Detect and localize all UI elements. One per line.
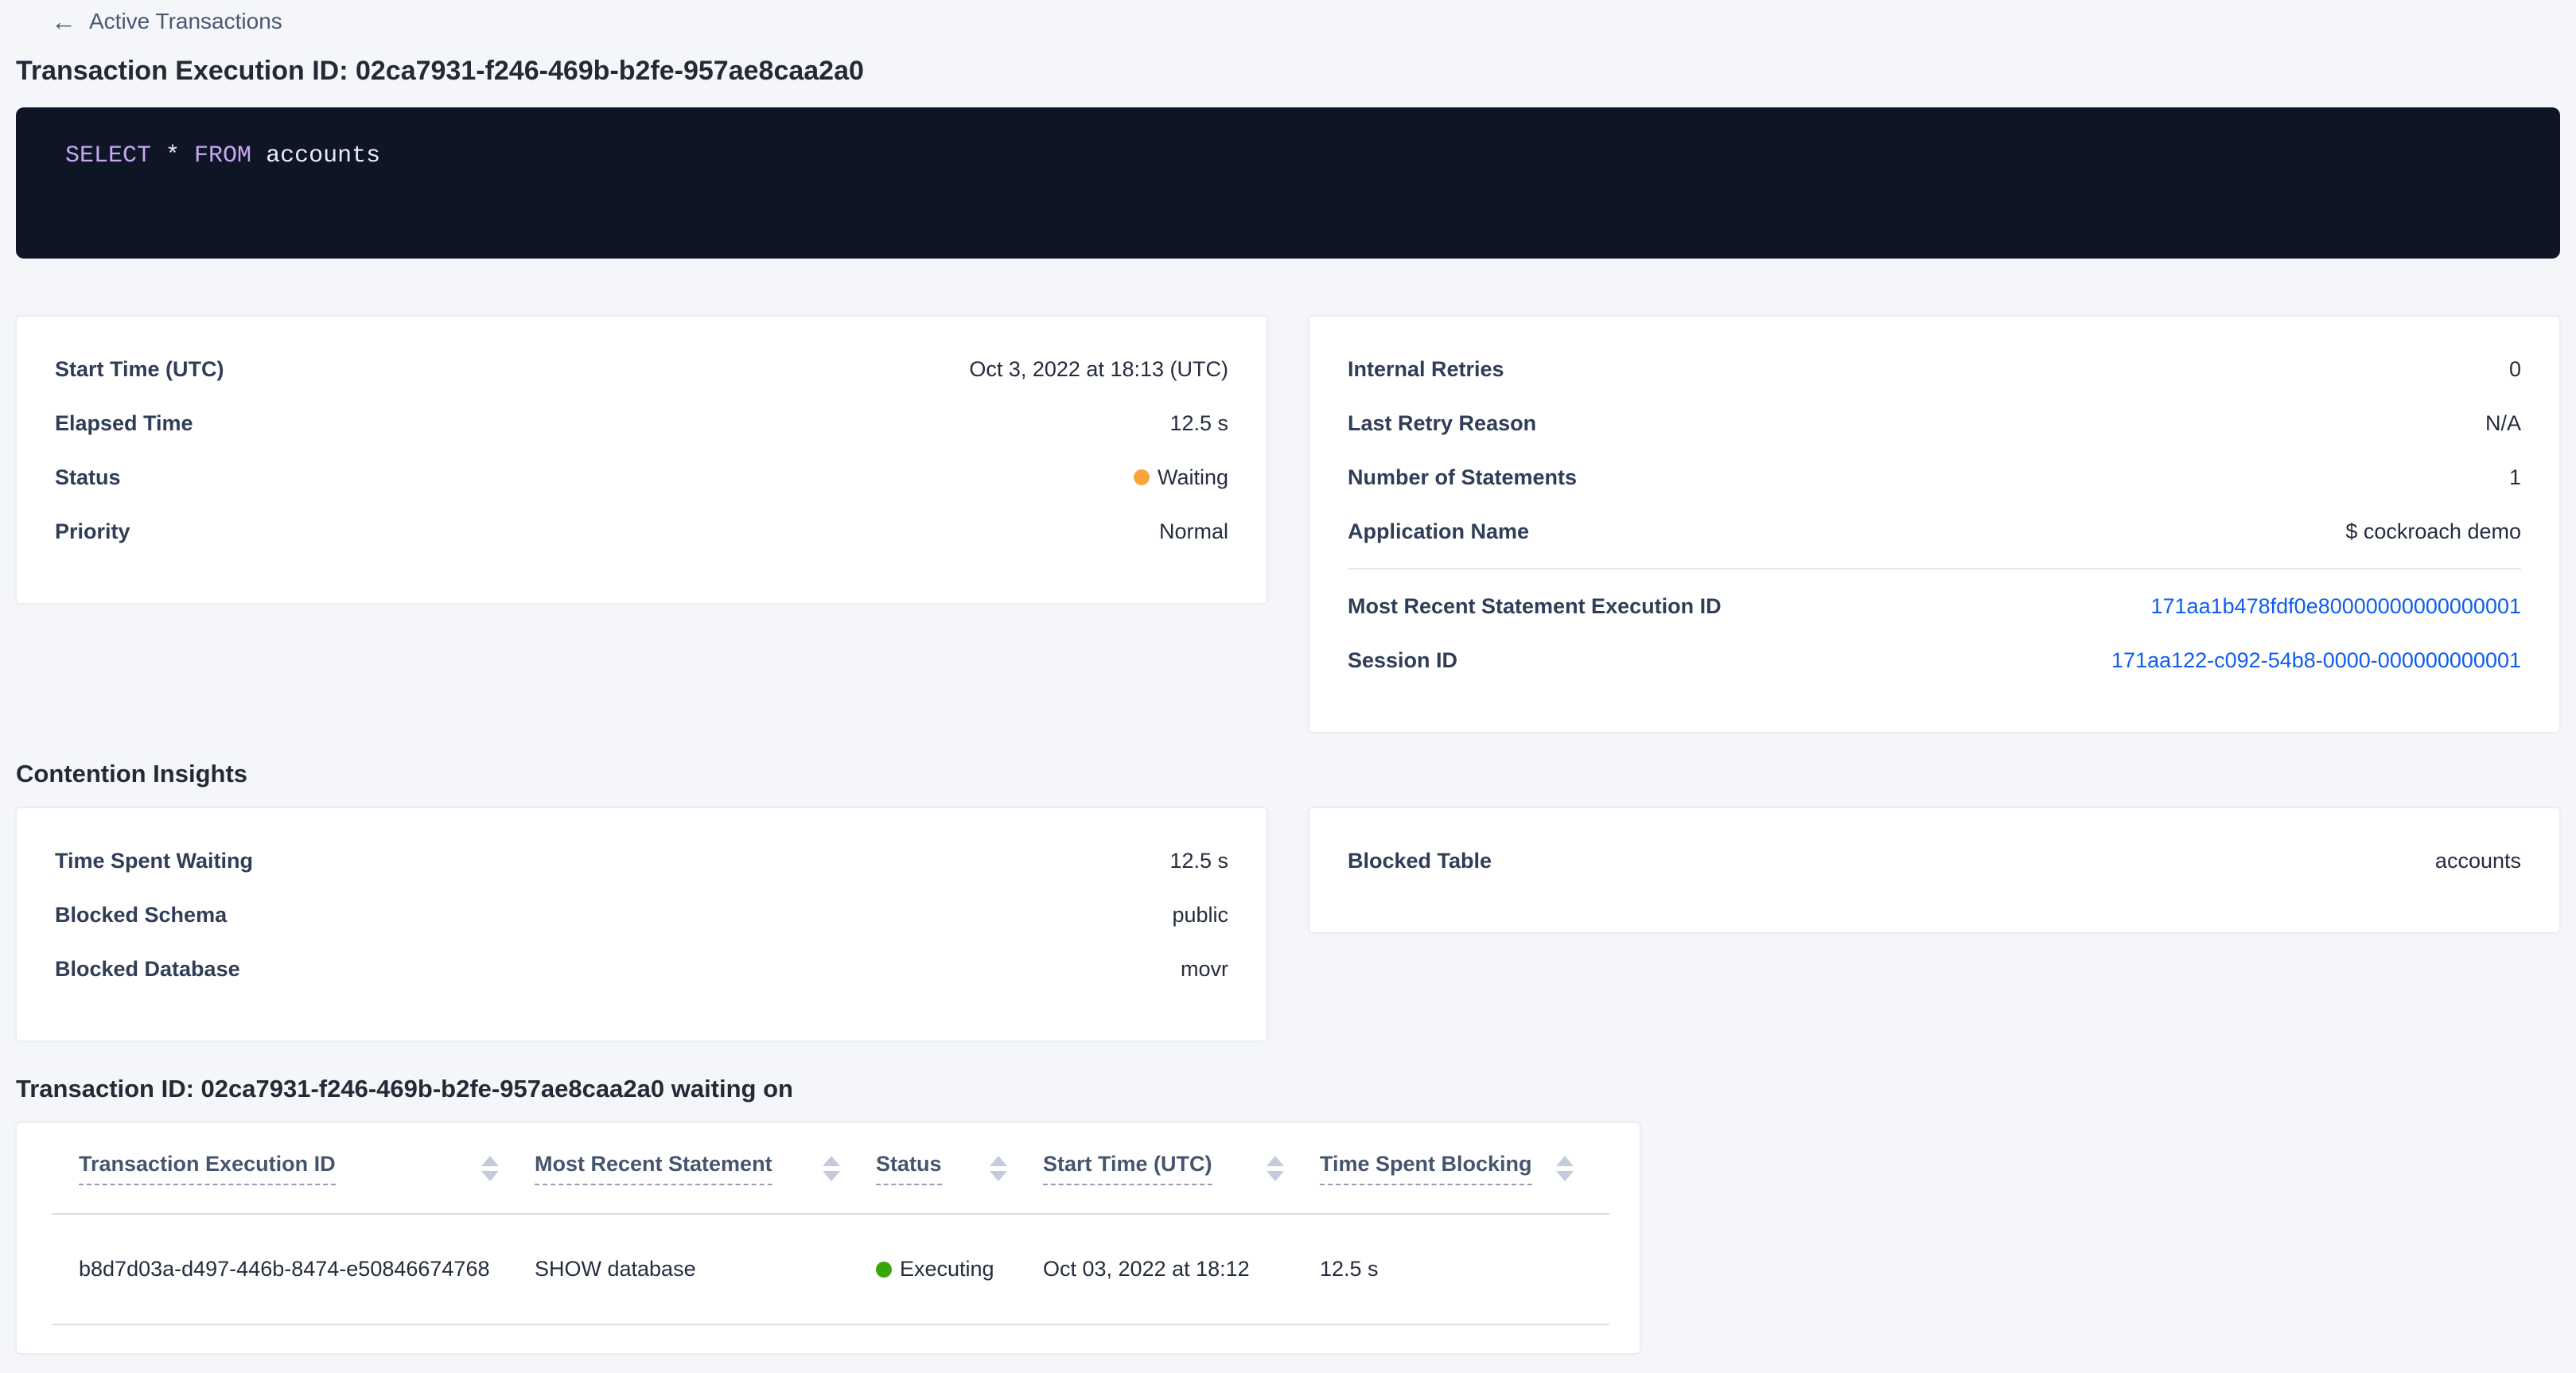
- last-retry-reason-value: N/A: [2485, 410, 2521, 435]
- column-header-transaction-execution-id[interactable]: Transaction Execution ID: [79, 1152, 535, 1185]
- start-time-value: Oct 3, 2022 at 18:13 (UTC): [969, 356, 1228, 381]
- sql-table-name: accounts: [251, 142, 381, 169]
- blocked-database-label: Blocked Database: [55, 956, 240, 981]
- sql-text: *: [151, 142, 195, 169]
- session-id-link[interactable]: 171aa122-c092-54b8-0000-000000000001: [2111, 648, 2521, 672]
- column-header-status[interactable]: Status: [876, 1152, 1043, 1185]
- row-start-time: Start Time (UTC) Oct 3, 2022 at 18:13 (U…: [55, 342, 1228, 396]
- row-elapsed-time: Elapsed Time 12.5 s: [55, 396, 1228, 450]
- table-bottom-padding: [17, 1325, 1640, 1353]
- row-statement-execution-id: Most Recent Statement Execution ID 171aa…: [1348, 579, 2521, 633]
- statement-execution-id-label: Most Recent Statement Execution ID: [1348, 593, 1722, 618]
- status-value: Waiting: [1133, 465, 1228, 490]
- table-header-row: Transaction Execution ID Most Recent Sta…: [17, 1123, 1640, 1213]
- summary-card-right: Internal Retries 0 Last Retry Reason N/A…: [1309, 316, 2560, 733]
- priority-value: Normal: [1158, 519, 1228, 543]
- number-of-statements-label: Number of Statements: [1348, 465, 1578, 489]
- transaction-details-page: ← Active Transactions Transaction Execut…: [0, 8, 2576, 1354]
- breadcrumb-label[interactable]: Active Transactions: [89, 9, 282, 33]
- sort-icon[interactable]: [1267, 1155, 1284, 1181]
- sort-icon[interactable]: [990, 1155, 1007, 1181]
- column-header-most-recent-statement[interactable]: Most Recent Statement: [535, 1152, 876, 1185]
- row-last-retry-reason: Last Retry Reason N/A: [1348, 396, 2521, 450]
- last-retry-reason-label: Last Retry Reason: [1348, 410, 1537, 435]
- executing-status-dot-icon: [876, 1261, 892, 1278]
- internal-retries-label: Internal Retries: [1348, 356, 1504, 381]
- cell-start-time: Oct 03, 2022 at 18:12: [1043, 1257, 1250, 1281]
- column-header-time-spent-blocking[interactable]: Time Spent Blocking: [1320, 1152, 1609, 1185]
- internal-retries-value: 0: [2508, 356, 2521, 381]
- back-arrow-icon[interactable]: ←: [51, 7, 76, 36]
- cell-status-text: Executing: [900, 1257, 994, 1281]
- row-status: Status Waiting: [55, 450, 1228, 504]
- contention-card-left: Time Spent Waiting 12.5 s Blocked Schema…: [16, 807, 1267, 1041]
- cell-transaction-execution-id: b8d7d03a-d497-446b-8474-e50846674768: [79, 1257, 490, 1281]
- column-header-label[interactable]: Start Time (UTC): [1043, 1152, 1212, 1185]
- session-id-label: Session ID: [1348, 648, 1458, 672]
- row-application-name: Application Name $ cockroach demo: [1348, 504, 2521, 558]
- table-header-divider: [52, 1213, 1609, 1215]
- elapsed-time-value: 12.5 s: [1169, 410, 1228, 435]
- table-row: b8d7d03a-d497-446b-8474-e50846674768 SHO…: [17, 1215, 1640, 1324]
- waiting-status-dot-icon: [1133, 469, 1150, 485]
- statement-execution-id-link[interactable]: 171aa1b478fdf0e80000000000000001: [2150, 593, 2522, 618]
- summary-card-left: Start Time (UTC) Oct 3, 2022 at 18:13 (U…: [16, 316, 1267, 604]
- page-title: Transaction Execution ID: 02ca7931-f246-…: [16, 56, 864, 86]
- sql-statement-box: SELECT * FROM accounts: [16, 107, 2560, 259]
- blocked-schema-value: public: [1172, 902, 1228, 927]
- time-spent-waiting-value: 12.5 s: [1169, 848, 1228, 873]
- elapsed-time-label: Elapsed Time: [55, 410, 193, 435]
- row-session-id: Session ID 171aa122-c092-54b8-0000-00000…: [1348, 633, 2521, 687]
- sort-icon[interactable]: [823, 1155, 840, 1181]
- application-name-value: $ cockroach demo: [2345, 519, 2521, 543]
- column-header-start-time[interactable]: Start Time (UTC): [1043, 1152, 1320, 1185]
- status-label: Status: [55, 465, 121, 489]
- row-blocked-table: Blocked Table accounts: [1348, 834, 2521, 888]
- column-header-label[interactable]: Status: [876, 1152, 942, 1185]
- column-header-label[interactable]: Most Recent Statement: [535, 1152, 772, 1185]
- sql-keyword: SELECT: [65, 142, 152, 169]
- sql-keyword: FROM: [194, 142, 252, 169]
- row-internal-retries: Internal Retries 0: [1348, 342, 2521, 396]
- cell-time-spent-blocking: 12.5 s: [1320, 1257, 1379, 1281]
- row-blocked-database: Blocked Database movr: [55, 942, 1228, 996]
- row-number-of-statements: Number of Statements 1: [1348, 450, 2521, 504]
- row-priority: Priority Normal: [55, 504, 1228, 558]
- row-time-spent-waiting: Time Spent Waiting 12.5 s: [55, 834, 1228, 888]
- waiting-on-table: Transaction Execution ID Most Recent Sta…: [16, 1122, 1640, 1354]
- blocked-table-value: accounts: [2434, 848, 2521, 873]
- time-spent-waiting-label: Time Spent Waiting: [55, 848, 254, 873]
- column-header-label[interactable]: Transaction Execution ID: [79, 1152, 336, 1185]
- waiting-on-heading: Transaction ID: 02ca7931-f246-469b-b2fe-…: [16, 1075, 793, 1103]
- row-blocked-schema: Blocked Schema public: [55, 888, 1228, 942]
- cell-most-recent-statement: SHOW database: [535, 1257, 696, 1281]
- column-header-label[interactable]: Time Spent Blocking: [1320, 1152, 1532, 1185]
- number-of-statements-value: 1: [2508, 465, 2521, 489]
- sort-icon[interactable]: [481, 1155, 499, 1181]
- priority-label: Priority: [55, 519, 130, 543]
- blocked-database-value: movr: [1181, 956, 1228, 981]
- blocked-table-label: Blocked Table: [1348, 848, 1492, 873]
- contention-insights-heading: Contention Insights: [16, 760, 248, 788]
- start-time-label: Start Time (UTC): [55, 356, 224, 381]
- cell-status: Executing: [876, 1257, 1043, 1282]
- application-name-label: Application Name: [1348, 519, 1530, 543]
- sort-icon[interactable]: [1556, 1155, 1574, 1181]
- contention-card-right: Blocked Table accounts: [1309, 807, 2560, 933]
- breadcrumb-back-link[interactable]: ← Active Transactions: [51, 8, 2560, 35]
- status-text: Waiting: [1157, 465, 1228, 489]
- blocked-schema-label: Blocked Schema: [55, 902, 228, 927]
- card-divider: [1348, 568, 2521, 570]
- table-row-divider: [52, 1324, 1609, 1325]
